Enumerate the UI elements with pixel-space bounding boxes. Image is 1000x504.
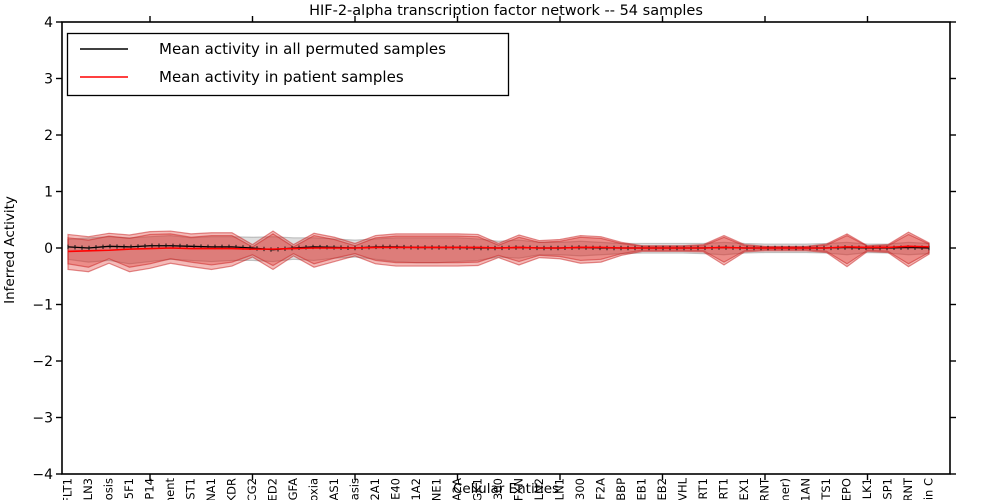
x-tick-label: HIF1AN — [799, 478, 813, 500]
x-tick-label: MMP14 — [143, 478, 157, 500]
legend: Mean activity in all permuted samples Me… — [66, 32, 510, 97]
x-tick-label: ABCG2 — [245, 478, 259, 500]
x-tick-label: SP1 — [881, 478, 895, 500]
x-tick-label: oxygen homeostasis — [348, 478, 362, 500]
legend-box — [66, 32, 510, 97]
y-tick-label: −4 — [32, 467, 53, 483]
x-tick-label: SLC2A1 — [368, 478, 382, 500]
x-tick-labels-layer: FLT1 EGLN3 neuron apoptosis POU5F1 MMP14 germ… — [61, 477, 936, 504]
y-tick-label: −1 — [32, 297, 53, 313]
x-tick-label: response to hypoxia — [307, 478, 321, 500]
y-tick-label: −2 — [32, 354, 53, 370]
y-axis-label: Inferred Activity — [2, 196, 18, 304]
x-tick-label: EGLN2 — [532, 478, 546, 500]
y-tick-labels-layer: −4 −3 −2 −1 0 1 2 3 4 — [32, 15, 53, 483]
x-tick-label: EPAS1 — [327, 478, 341, 500]
y-tick-label: 1 — [44, 184, 53, 200]
x-tick-label: SERPINE1 — [430, 478, 444, 500]
x-tick-label: FXN — [512, 478, 526, 500]
x-tick-label: SIRT1 — [696, 478, 710, 500]
y-tick-label: −3 — [32, 410, 53, 426]
legend-label-permuted: Mean activity in all permuted samples — [159, 40, 446, 58]
x-tick-label: ETS1 — [819, 478, 833, 500]
plot-frame — [61, 21, 951, 475]
x-tick-label: CREBBP — [614, 478, 628, 500]
y-tick-label: 0 — [44, 241, 53, 257]
x-tick-label: neuron apoptosis — [102, 478, 116, 500]
x-tick-label: TCEB2 — [655, 478, 669, 500]
x-tick-label: VHL — [676, 477, 690, 500]
ticks-layer — [56, 16, 956, 480]
x-tick-label: EGLN1 — [553, 478, 567, 500]
y-tick-label: 3 — [44, 71, 53, 87]
x-tick-label: EPO — [840, 478, 854, 500]
x-tick-label: HIF2A/ARNT/Cbp/p300 — [573, 478, 587, 500]
x-tick-label: EGLN3 — [81, 478, 95, 500]
x-tick-label: VHL/Elongin B/Elongin C — [922, 478, 936, 500]
y-tick-label: 4 — [44, 15, 53, 31]
x-tick-label: ADORA2A — [450, 478, 464, 500]
x-axis-label: Cellular Entities — [453, 481, 559, 497]
x-tick-label: PGK1 — [471, 478, 485, 500]
x-tick-label: POU5F1 — [122, 478, 136, 500]
x-tick-label: KDR — [225, 478, 239, 500]
x-tick-label: VEGFA — [286, 478, 300, 500]
x-tick-label: EFNA1 — [204, 478, 218, 500]
x-tick-label: HIF2A/ARNT/SIRT1 — [717, 478, 731, 500]
x-tick-label: ARNT — [758, 477, 772, 500]
x-tick-label: EP300 — [491, 478, 505, 500]
y-tick-label: 2 — [44, 128, 53, 144]
x-tick-label: TWIST1 — [184, 478, 198, 500]
x-tick-label: germ cell development — [163, 478, 177, 500]
x-tick-label: APEX1 — [737, 478, 751, 500]
x-tick-label: BHLHE40 — [389, 478, 403, 500]
x-tick-label: HIF2A/ARNT — [901, 477, 915, 500]
lines-layer — [67, 243, 930, 253]
x-tick-label: CITED2 — [266, 478, 280, 500]
bands-layer — [67, 230, 930, 273]
x-tick-label: FLT1 — [61, 478, 75, 500]
legend-label-patient: Mean activity in patient samples — [159, 68, 404, 86]
x-tick-label: ELK1 — [860, 478, 874, 500]
x-tick-label: SLC11A2 — [409, 478, 423, 500]
x-tick-label: TCEB1 — [635, 478, 649, 500]
x-tick-label: VHL/Elongin B/Elongin C/HIF2A — [594, 478, 608, 500]
chart-title: HIF-2-alpha transcription factor network… — [309, 3, 703, 19]
x-tick-label: FIH (dimer) — [778, 478, 792, 500]
patient-range-band — [67, 233, 930, 268]
patient-mean-line — [67, 245, 930, 253]
